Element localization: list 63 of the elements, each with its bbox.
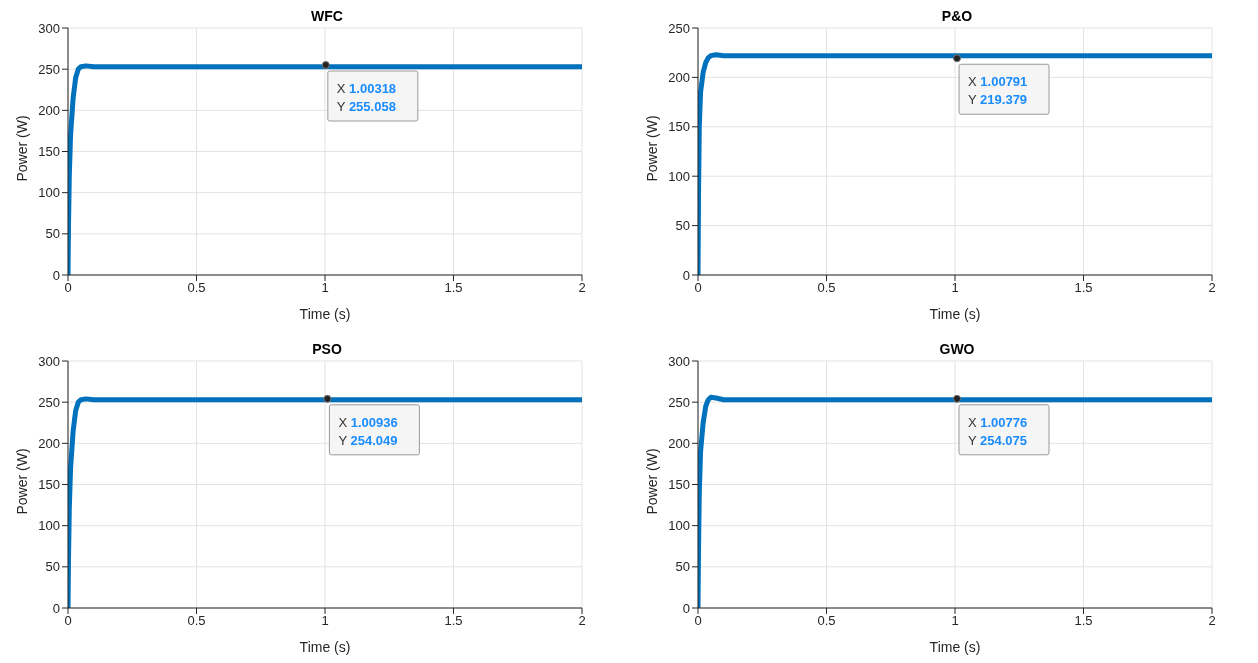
y-tick-label: 50 — [675, 559, 690, 575]
chart-title: P&O — [940, 8, 974, 24]
x-tick-label: 1 — [321, 613, 329, 629]
x-axis-title: Time (s) — [299, 306, 351, 322]
x-tick-label: 1.5 — [1074, 280, 1093, 296]
y-axis-title: Power (W) — [643, 448, 660, 515]
annotation: X 1.00791 Y 219.379 — [968, 74, 1028, 108]
y-tick-label: 200 — [38, 435, 60, 451]
y-tick-label: 0 — [52, 600, 60, 616]
chart-title: WFC — [310, 8, 344, 24]
annotation: X 1.00318 Y 255.058 — [336, 81, 397, 114]
y-axis-title: Power (W) — [13, 115, 30, 182]
y-tick-label: 100 — [38, 185, 60, 201]
x-tick-label: 2 — [578, 613, 586, 629]
chart-title: GWO — [938, 341, 976, 357]
x-tick-label: 1 — [321, 280, 329, 296]
y-axis-title: Power (W) — [643, 115, 660, 182]
x-tick-label: 0.5 — [817, 613, 836, 629]
x-tick-label: 2 — [1208, 280, 1216, 296]
x-tick-label: 0 — [694, 280, 702, 296]
x-tick-label: 1 — [951, 613, 959, 629]
y-tick-label: 250 — [668, 20, 690, 36]
x-tick-label: 1.5 — [444, 280, 463, 296]
y-tick-label: 0 — [682, 267, 690, 283]
y-tick-label: 50 — [675, 218, 690, 234]
x-tick-label: 0 — [694, 613, 702, 629]
x-tick-label: 0.5 — [817, 280, 836, 296]
y-tick-label: 200 — [668, 70, 690, 86]
y-tick-label: 150 — [668, 477, 690, 493]
x-tick-label: 0 — [64, 613, 72, 629]
y-tick-label: 300 — [668, 353, 690, 369]
y-tick-label: 50 — [45, 226, 60, 242]
y-tick-label: 50 — [45, 559, 60, 575]
y-tick-label: 150 — [668, 119, 690, 135]
x-tick-label: 1 — [951, 280, 959, 296]
x-tick-label: 0 — [64, 280, 72, 296]
y-tick-label: 250 — [38, 61, 60, 77]
x-tick-label: 1.5 — [1074, 613, 1093, 629]
x-axis-title: Time (s) — [929, 639, 981, 655]
y-tick-label: 200 — [668, 435, 690, 451]
y-axis-title: Power (W) — [13, 448, 30, 515]
y-tick-label: 300 — [38, 20, 60, 36]
x-tick-label: 0.5 — [187, 613, 206, 629]
y-tick-label: 200 — [38, 102, 60, 118]
x-tick-label: 0.5 — [187, 280, 206, 296]
y-tick-label: 0 — [52, 267, 60, 283]
x-tick-label: 2 — [1208, 613, 1216, 629]
y-tick-label: 100 — [668, 168, 690, 184]
annotation: X 1.00776 Y 254.075 — [967, 414, 1028, 448]
y-tick-label: 250 — [38, 394, 60, 410]
y-tick-label: 250 — [668, 394, 690, 410]
y-tick-label: 150 — [38, 144, 60, 160]
y-tick-label: 100 — [38, 518, 60, 534]
y-tick-label: 150 — [38, 477, 60, 493]
y-tick-label: 100 — [668, 518, 690, 534]
x-tick-label: 2 — [578, 280, 586, 296]
chart-title: PSO — [311, 341, 343, 357]
x-axis-title: Time (s) — [929, 306, 981, 322]
y-tick-label: 300 — [38, 353, 60, 369]
y-tick-label: 0 — [682, 600, 690, 616]
annotation: X 1.00936 Y 254.049 — [338, 414, 398, 448]
x-axis-title: Time (s) — [299, 639, 351, 655]
x-tick-label: 1.5 — [444, 613, 463, 629]
